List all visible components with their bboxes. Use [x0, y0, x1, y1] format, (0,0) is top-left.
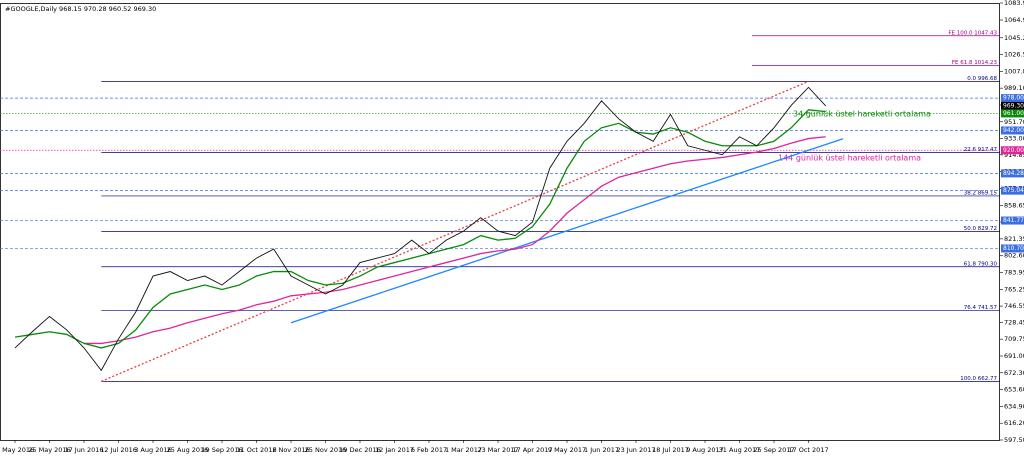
x-tick-label: 1 Jun 2017	[584, 446, 619, 454]
x-tick-label: 31 Aug 2017	[719, 446, 761, 454]
x-tick-label: 25 Aug 2016	[167, 446, 209, 454]
price-tag	[1001, 146, 1024, 155]
price-tag-label: 875.04	[1003, 187, 1024, 194]
annotation: 144 günlük üstel hareketli ortalama	[778, 154, 921, 163]
price-tag-label: 810.70	[1003, 245, 1024, 252]
x-tick-label: 11 Oct 2016	[236, 446, 276, 454]
x-tick-label: 17 Jun 2016	[64, 446, 103, 454]
y-tick-label: 858.65	[1004, 201, 1024, 209]
y-tick-label: 914.85	[1004, 151, 1024, 159]
fib-level-label: 100.0 662.77	[960, 376, 997, 382]
y-tick-label: 709.75	[1004, 335, 1024, 343]
y-tick-label: 802.60	[1004, 252, 1024, 260]
price-tag-label: 978.00	[1003, 95, 1024, 102]
x-tick-label: 23 Jun 2017	[616, 446, 655, 454]
price-tag	[1001, 101, 1024, 110]
fe-level-label: FE 100.0 1047.43	[948, 30, 997, 36]
y-tick-label: 634.90	[1004, 402, 1024, 410]
x-tick-label: 19 Sep 2016	[201, 446, 242, 454]
y-tick-label: 597.50	[1004, 436, 1024, 444]
y-tick-label: 616.20	[1004, 419, 1024, 427]
chart-title: #GOOGLE,Daily 968.15 970.28 960.52 969.3…	[5, 5, 156, 13]
y-tick-label: 989.10	[1004, 84, 1024, 92]
price-tag	[1001, 216, 1024, 225]
y-tick-label: 933.00	[1004, 135, 1024, 143]
y-tick-label: 728.45	[1004, 318, 1024, 326]
x-tick-label: 25 Sep 2017	[753, 446, 794, 454]
x-tick-label: 17 Apr 2017	[512, 446, 552, 454]
x-tick-label: 12 Jan 2017	[375, 446, 414, 454]
x-tick-label: 19 Dec 2016	[339, 446, 381, 454]
x-tick-label: 2 Nov 2016	[272, 446, 310, 454]
price-tag	[1001, 109, 1024, 118]
y-tick-label: 1045.20	[1004, 34, 1024, 42]
price-tag	[1001, 186, 1024, 195]
price-tag	[1001, 126, 1024, 135]
y-tick-label: 1007.80	[1004, 67, 1024, 75]
y-tick-label: 765.25	[1004, 285, 1024, 293]
x-tick-label: 3 Aug 2016	[134, 446, 172, 454]
x-tick-label: 9 Aug 2017	[686, 446, 724, 454]
fib-level-label: 22.6 917.47	[964, 147, 998, 153]
y-tick-label: 821.35	[1004, 235, 1024, 243]
y-tick-label: 1083.90	[1004, 0, 1024, 7]
price-tag	[1001, 94, 1024, 103]
fib-level-label: 50.0 829.72	[964, 226, 997, 232]
y-tick-label: 951.70	[1004, 118, 1024, 126]
series-line	[84, 136, 826, 345]
x-tick-label: 12 Jul 2016	[100, 446, 137, 454]
price-tag-label: 961.00	[1003, 110, 1024, 117]
x-tick-label: 18 Jul 2017	[652, 446, 689, 454]
y-tick-label: 691.00	[1004, 352, 1024, 360]
y-tick-label: 1064.95	[1004, 16, 1024, 24]
x-tick-label: 25 Nov 2016	[305, 446, 347, 454]
fib-level-label: 0.0 996.68	[967, 76, 997, 82]
x-tick-label: 1 Mar 2017	[445, 446, 482, 454]
y-tick-label: 746.55	[1004, 302, 1024, 310]
fib-level-label: 61.8 790.30	[964, 261, 998, 267]
x-tick-label: 6 Feb 2017	[411, 446, 447, 454]
x-tick-label: 23 Mar 2017	[477, 446, 518, 454]
y-tick-label: 672.30	[1004, 369, 1024, 377]
series-line	[14, 109, 826, 349]
price-tag	[1001, 244, 1024, 253]
fib-level-label: 38.2 869.15	[964, 190, 998, 196]
plot-frame	[0, 3, 1000, 441]
price-tag-label: 841.77	[1003, 217, 1024, 224]
y-tick-label: 653.60	[1004, 386, 1024, 394]
x-tick-label: 3 May 2016	[0, 446, 34, 454]
price-tag	[1001, 169, 1024, 178]
y-tick-label: 783.95	[1004, 268, 1024, 276]
series-line	[100, 80, 809, 382]
fe-level-label: FE 61.8 1014.23	[952, 60, 998, 66]
x-tick-label: 17 Oct 2017	[788, 446, 828, 454]
series-line	[14, 86, 827, 372]
price-tag-label: 942.00	[1003, 127, 1024, 134]
y-tick-label: 1026.50	[1004, 51, 1024, 59]
annotation: 34 günlük üstel hareketli ortalama	[793, 110, 931, 119]
x-tick-label: 25 May 2016	[28, 446, 70, 454]
price-tag-label: 894.28	[1003, 170, 1024, 177]
price-tag-label: 920.00	[1003, 147, 1024, 154]
price-tag-label: 969.30	[1003, 102, 1024, 109]
series-line	[290, 138, 844, 324]
fib-level-label: 76.4 741.57	[964, 305, 998, 311]
x-tick-label: 9 May 2017	[548, 446, 586, 454]
